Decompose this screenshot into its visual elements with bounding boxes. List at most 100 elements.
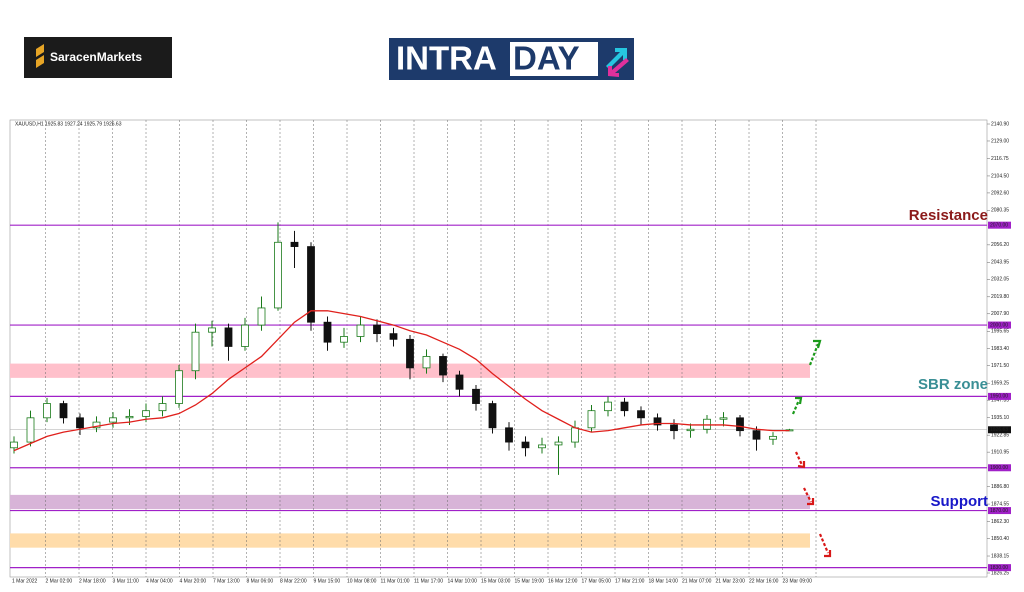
x-tick-label: 21 Mar 07:00 (682, 578, 712, 584)
chart-header: XAUUSD,H1 1925.83 1927.24 1925.79 1926.6… (15, 121, 122, 127)
x-tick-label: 2 Mar 18:00 (79, 578, 106, 584)
x-tick-label: 14 Mar 10:00 (448, 578, 478, 584)
y-tick-label: 1995.65 (991, 329, 1009, 335)
candle-body (439, 356, 447, 376)
arrows (791, 339, 832, 558)
level-label: 1900.00 (990, 465, 1008, 471)
level-tag (988, 564, 1011, 572)
x-tick-label: 10 Mar 08:00 (347, 578, 377, 584)
candle-body (191, 331, 200, 372)
arrow (818, 533, 830, 554)
x-tick-label: 15 Mar 19:00 (515, 578, 545, 584)
candle-body (43, 403, 51, 419)
candle-body (604, 401, 612, 412)
arrow (795, 451, 803, 466)
candle-body (92, 421, 101, 429)
level-tag (988, 507, 1011, 515)
candle-body (406, 338, 414, 369)
level-label: 1870.00 (990, 508, 1008, 514)
candle-body (26, 417, 35, 443)
x-tick-label: 15 Mar 03:00 (481, 578, 511, 584)
level-tag (988, 221, 1011, 229)
candle-body (472, 388, 480, 404)
y-tick-label: 1922.85 (991, 432, 1009, 438)
price-tag (988, 426, 1011, 434)
candle-body (241, 324, 249, 347)
arrow (813, 339, 822, 349)
level-tag (988, 321, 1011, 329)
y-tick-label: 2007.90 (991, 311, 1009, 317)
y-tick-label: 2116.75 (991, 156, 1009, 162)
candle-body (505, 427, 513, 443)
y-tick-label: 1862.30 (991, 519, 1009, 525)
y-tick-label: 1971.50 (991, 363, 1009, 369)
level-label: 2070.00 (990, 223, 1008, 229)
candle-body (257, 307, 266, 326)
plot: 1 Mar 2022 2 Mar 02:00 2 Mar 18:00 3 Mar 11… (10, 120, 1011, 584)
y-tick-label: 2019.80 (991, 294, 1009, 300)
annotation: Resistance (909, 207, 988, 224)
candle-body (620, 401, 629, 412)
price-label: 1926.63 (990, 427, 1008, 433)
candle-body (719, 417, 728, 420)
candle-body (340, 336, 348, 343)
candle-body (76, 417, 84, 429)
arrow (824, 550, 832, 558)
zone (10, 494, 810, 510)
x-tick-label: 11 Mar 17:00 (414, 578, 443, 584)
y-tick-label: 1959.25 (991, 381, 1009, 387)
arrow (808, 343, 820, 366)
candle-body (455, 374, 464, 390)
x-tick-label: 17 Mar 05:00 (582, 578, 612, 584)
candle-body (10, 441, 18, 449)
x-tick-label: 18 Mar 14:00 (649, 578, 679, 584)
x-tick-label: 8 Mar 06:00 (247, 578, 274, 584)
x-tick-label: 16 Mar 12:00 (548, 578, 578, 584)
candle-body (356, 324, 365, 337)
candle-body (670, 424, 678, 432)
candle-body (125, 415, 134, 419)
candle-body (653, 417, 662, 426)
x-tick-label: 1 Mar 2022 (12, 578, 38, 584)
badge-right: DAY (513, 40, 580, 77)
candle-body (554, 441, 563, 446)
candle-body (488, 403, 497, 429)
y-tick-label: 1935.10 (991, 415, 1009, 421)
x-tick-label: 17 Mar 21:00 (615, 578, 645, 584)
badge-box (510, 42, 598, 76)
y-tick-label: 1826.25 (991, 570, 1009, 576)
candle-body (703, 418, 711, 430)
y-tick-label: 2032.05 (991, 277, 1009, 283)
y-tick-label: 2080.35 (991, 208, 1009, 214)
candle-body (637, 410, 645, 419)
candle-body (422, 356, 431, 369)
x-tick-label: 8 Mar 22:00 (280, 578, 307, 584)
y-tick-label: 2092.60 (991, 190, 1009, 196)
level-label: 1830.00 (990, 565, 1008, 571)
annotation: SBR zone (918, 376, 988, 393)
down-icon (608, 58, 629, 77)
arrow (791, 399, 801, 415)
x-tick-label: 2 Mar 02:00 (46, 578, 73, 584)
x-tick-label: 22 Mar 16:00 (749, 578, 779, 584)
x-tick-label: 4 Mar 04:00 (146, 578, 173, 584)
zone (10, 533, 810, 548)
y-tick-label: 1947.35 (991, 398, 1009, 404)
y-tick-label: 1850.40 (991, 536, 1009, 542)
candle-body (521, 441, 530, 449)
moving-average (13, 310, 790, 452)
candle-body (175, 370, 183, 404)
arrow (803, 487, 812, 503)
arrow (795, 396, 803, 405)
candle-body (290, 241, 299, 247)
brand-name: SaracenMarkets (50, 50, 142, 64)
candle-body (323, 321, 332, 343)
candle-body (686, 428, 695, 432)
candle-body (142, 410, 150, 417)
y-tick-label: 1838.15 (991, 553, 1009, 559)
candle-body (59, 403, 68, 419)
candle-body (224, 327, 233, 347)
y-tick-label: 2140.90 (991, 121, 1009, 127)
